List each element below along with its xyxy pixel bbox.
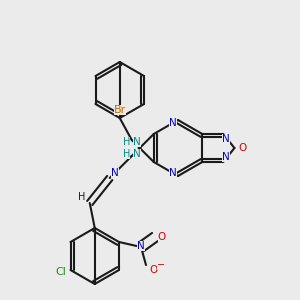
- Text: O: O: [158, 232, 166, 242]
- Text: H: H: [123, 137, 130, 147]
- Text: O: O: [150, 265, 158, 275]
- Text: N: N: [111, 168, 118, 178]
- Text: H: H: [123, 149, 130, 159]
- Text: N: N: [133, 149, 141, 159]
- Text: N: N: [133, 137, 141, 147]
- Text: Cl: Cl: [55, 267, 66, 277]
- Text: N: N: [222, 152, 230, 162]
- Text: H: H: [78, 192, 85, 202]
- Text: N: N: [137, 241, 145, 251]
- Text: N: N: [222, 134, 230, 144]
- Text: N: N: [169, 118, 177, 128]
- Text: Br: Br: [114, 105, 126, 115]
- Text: N: N: [169, 168, 177, 178]
- Text: O: O: [238, 143, 247, 153]
- Text: −: −: [157, 260, 165, 270]
